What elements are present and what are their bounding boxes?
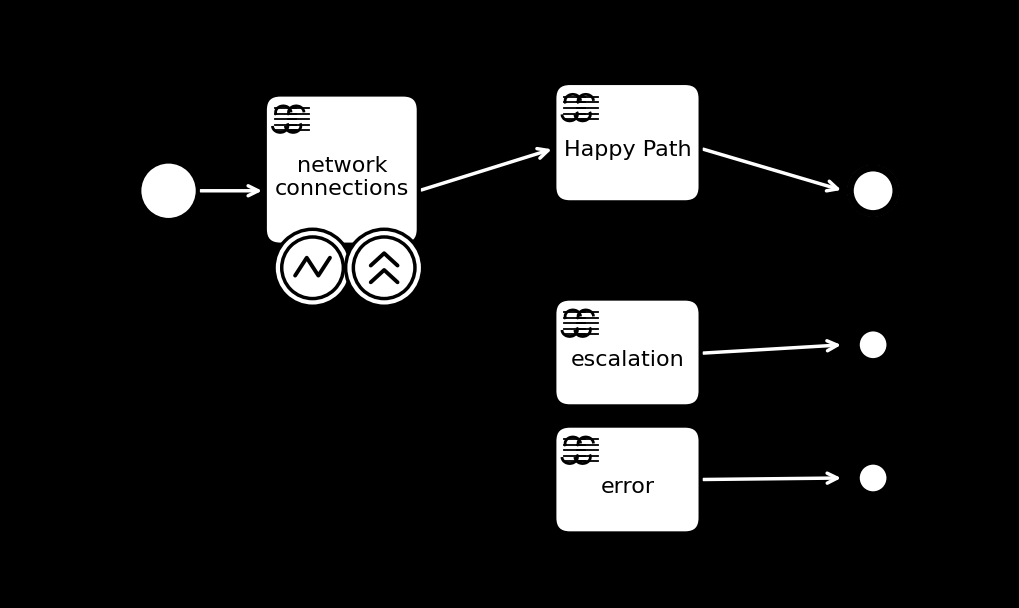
FancyBboxPatch shape xyxy=(553,426,700,533)
Text: error: error xyxy=(600,477,654,497)
Text: escalation: escalation xyxy=(570,350,684,370)
Circle shape xyxy=(140,162,198,220)
Circle shape xyxy=(851,457,894,500)
Circle shape xyxy=(274,229,351,306)
FancyBboxPatch shape xyxy=(265,94,419,244)
FancyBboxPatch shape xyxy=(553,83,700,202)
Text: network
connections: network connections xyxy=(274,156,409,199)
FancyBboxPatch shape xyxy=(553,299,700,406)
Circle shape xyxy=(851,323,894,367)
Circle shape xyxy=(345,229,422,306)
Text: Happy Path: Happy Path xyxy=(564,140,691,161)
Circle shape xyxy=(843,162,902,220)
